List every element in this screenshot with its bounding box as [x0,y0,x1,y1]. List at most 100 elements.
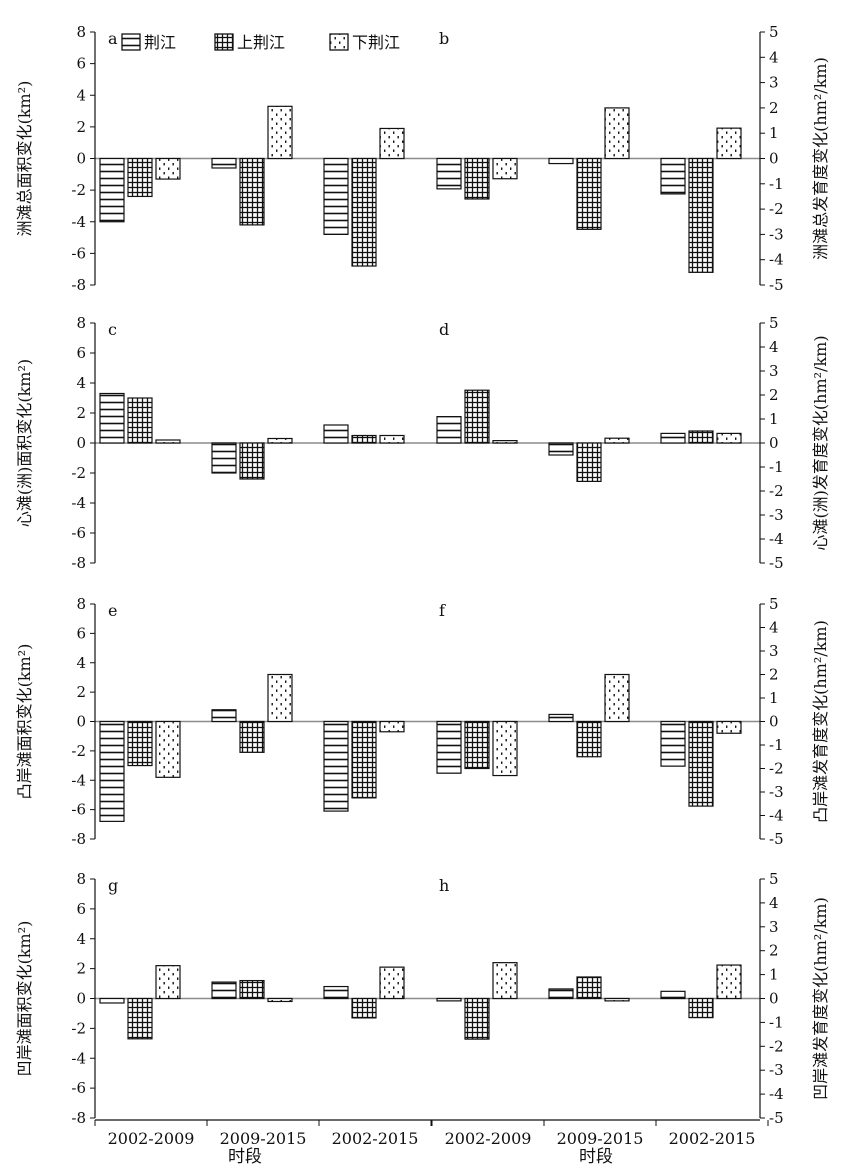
bar-下荆江-2009-2015 [267,437,293,444]
y-tick-label: 5 [769,595,779,613]
y-tick-label: -1 [769,458,784,476]
legend-label: 下荆江 [352,33,400,52]
y-tick-label: 0 [76,434,86,452]
y-tick-label: 5 [769,870,779,888]
y-tick-label: 2 [769,666,779,684]
bar-上荆江-2002-2015 [351,997,377,1019]
panel-h: 5 4 3 2 1 0 -1 -2 -3 -4 -5 凹岸滩发育度变化(hm²/km) h 2002-20… [431,870,830,1148]
y-axis-title: 心滩(洲)发育度变化(hm²/km) [811,335,830,550]
bar-荆江-2009-2015 [548,442,574,456]
y-tick-label: -4 [71,1049,86,1067]
panel-b: 5 4 3 2 1 0 -1 -2 -3 -4 -5 洲滩总发育度变化(hm²/km) b [432,23,830,294]
y-axis-title: 凸岸滩发育度变化(hm²/km) [811,620,830,823]
y-tick-label: 1 [769,410,779,428]
y-tick-label: 4 [769,338,779,356]
y-tick-label: -4 [71,213,86,231]
y-tick-label: 3 [769,74,779,92]
y-tick-label: -6 [71,801,86,819]
y-tick-label: 6 [76,344,86,362]
bar-下荆江-2009-2015 [267,673,293,723]
panel-c: 8 6 4 2 0 -2 -4 -6 -8 心滩(洲)面积变化(km²) c [15,314,432,572]
y-tick-label: -5 [769,554,784,572]
y-tick-label: 0 [76,150,86,168]
y-tick-label: 0 [769,150,779,168]
x-axis-title-right: 时段 [579,1147,613,1167]
y-tick-label: 4 [76,86,86,104]
y-axis-title: 洲滩总发育度变化(hm²/km) [811,57,830,260]
bar-荆江-2009-2015 [211,709,237,723]
legend-swatch [214,33,234,51]
panel-g: 8 6 4 2 0 -2 -4 -6 -8 凹岸滩面积变化(km²) g 2002-2009 2009-… [15,870,432,1148]
bar-下荆江-2009-2015 [604,997,630,1002]
bar-荆江-2009-2015 [548,988,574,1000]
y-tick-label: 0 [769,990,779,1008]
y-tick-label: 0 [76,713,86,731]
bar-上荆江-2009-2015 [239,720,265,753]
legend-label: 上荆江 [237,33,285,52]
legend-item-上荆江: 上荆江 [214,33,285,52]
bar-荆江-2002-2009 [436,157,462,190]
y-tick-label: 3 [769,362,779,380]
y-tick-label: 2 [76,683,86,701]
bar-下荆江-2002-2009 [155,439,181,444]
panel-e: 8 6 4 2 0 -2 -4 -6 -8 凸岸滩面积变化(km²) e [15,595,432,848]
y-tick-label: 4 [769,48,779,66]
bar-上荆江-2009-2015 [576,157,602,230]
y-tick-label: 6 [76,55,86,73]
y-tick-label: -8 [71,276,86,294]
y-tick-label: 2 [76,404,86,422]
bar-荆江-2002-2015 [323,720,349,812]
panel-label: f [439,601,446,620]
panel-f: 5 4 3 2 1 0 -1 -2 -3 -4 -5 凸岸滩发育度变化(hm²/km) f [432,595,830,848]
y-tick-label: -2 [71,181,86,199]
bar-上荆江-2002-2009 [127,720,153,767]
bar-下荆江-2002-2015 [716,720,742,734]
x-tick-label: 2002-2009 [445,1129,532,1148]
bar-上荆江-2009-2015 [576,442,602,483]
y-tick-label: -5 [769,830,784,848]
y-tick-label: 8 [76,595,86,613]
bar-下荆江-2002-2009 [155,965,181,1000]
panel-label: h [439,876,449,895]
bar-上荆江-2002-2015 [688,997,714,1019]
y-tick-label: -2 [71,1019,86,1037]
legend-swatch [329,33,349,51]
y-tick-label: 0 [769,713,779,731]
y-tick-label: 0 [76,990,86,1008]
panel-label: d [439,320,449,339]
bar-荆江-2009-2015 [548,713,574,723]
bar-下荆江-2002-2009 [492,440,518,444]
bar-荆江-2002-2015 [660,990,686,1000]
y-tick-label: 8 [76,870,86,888]
bar-上荆江-2002-2009 [464,389,490,444]
y-tick-label: -3 [769,1061,784,1079]
y-tick-label: 8 [76,23,86,41]
bar-上荆江-2009-2015 [239,979,265,1000]
bar-荆江-2009-2015 [211,157,237,169]
bar-下荆江-2009-2015 [604,673,630,723]
y-tick-label: 4 [769,894,779,912]
bar-下荆江-2002-2009 [155,157,181,180]
legend: 荆江 上荆江 下荆江 [121,33,400,52]
bar-荆江-2002-2009 [99,392,125,444]
bar-下荆江-2002-2015 [379,127,405,160]
bar-上荆江-2009-2015 [239,157,265,226]
y-tick-label: -6 [71,244,86,262]
y-tick-label: 2 [769,386,779,404]
bar-上荆江-2002-2015 [351,720,377,799]
y-tick-label: 2 [769,942,779,960]
y-tick-label: 6 [76,900,86,918]
bar-荆江-2002-2009 [99,157,125,223]
y-tick-label: 5 [769,23,779,41]
bar-下荆江-2002-2015 [716,127,742,160]
bar-上荆江-2002-2009 [127,157,153,198]
y-tick-label: -8 [71,1109,86,1127]
bar-下荆江-2002-2009 [155,720,181,778]
y-tick-label: 1 [769,124,779,142]
y-tick-label: -8 [71,830,86,848]
x-tick-label: 2009-2015 [557,1129,644,1148]
legend-label: 荆江 [144,33,176,52]
y-axis-title: 心滩(洲)面积变化(km²) [15,359,34,527]
y-tick-label: 1 [769,966,779,984]
